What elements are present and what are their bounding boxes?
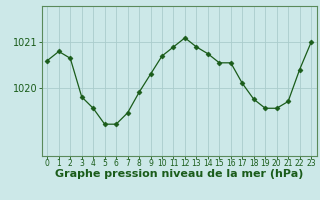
X-axis label: Graphe pression niveau de la mer (hPa): Graphe pression niveau de la mer (hPa)	[55, 169, 303, 179]
